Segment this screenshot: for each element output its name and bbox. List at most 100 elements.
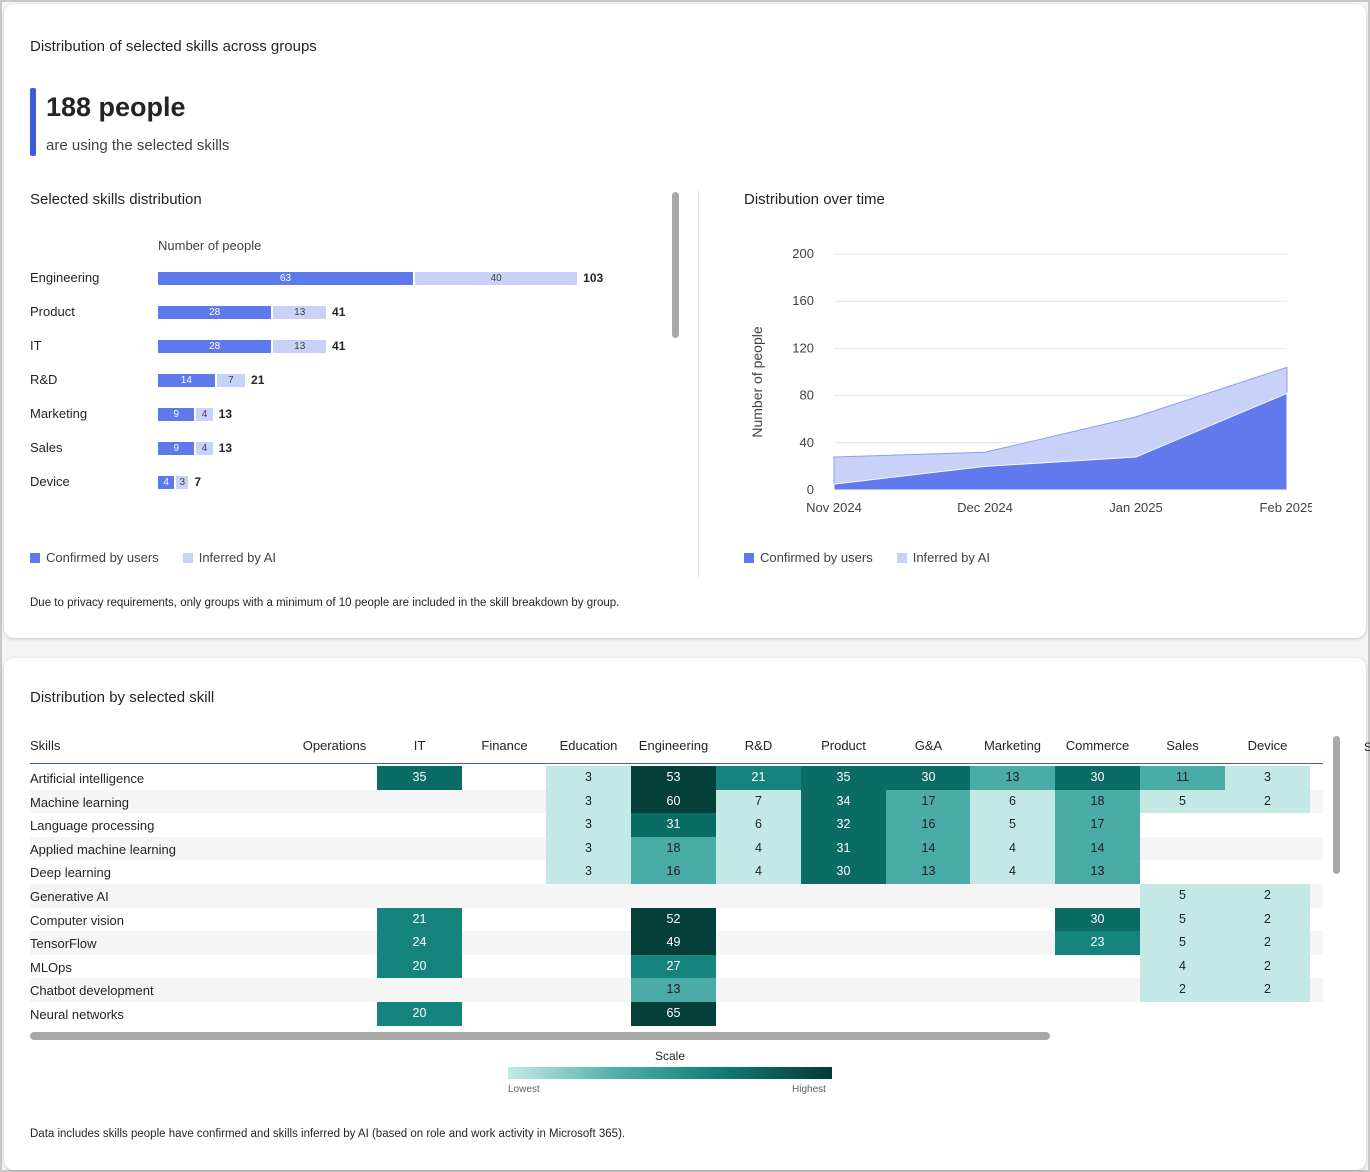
heat-cell[interactable]: 35 [801, 766, 886, 790]
heat-cell[interactable]: 13 [886, 860, 971, 884]
heat-cell[interactable]: 21 [716, 766, 801, 790]
heat-cell[interactable]: 4 [970, 860, 1055, 884]
bar-chart-scrollbar[interactable] [672, 192, 679, 338]
inferred-bar[interactable]: 4 [196, 408, 213, 421]
column-header[interactable]: Marketing [983, 738, 1042, 753]
heat-cell[interactable]: 35 [377, 766, 462, 790]
table-row[interactable]: Neural networks 20 65 [30, 1002, 1323, 1026]
column-header[interactable]: Commerce [1065, 738, 1130, 753]
column-header[interactable]: Product [821, 738, 866, 753]
heat-cell[interactable]: 2 [1225, 978, 1310, 1002]
heat-cell[interactable]: 2 [1225, 884, 1310, 908]
heat-cell[interactable]: 6 [970, 789, 1055, 814]
heat-cell[interactable]: 11 [1140, 766, 1225, 790]
heat-cell[interactable]: 20 [377, 1002, 462, 1026]
heat-cell[interactable]: 16 [631, 860, 716, 884]
heat-cell[interactable]: 5 [1140, 884, 1225, 908]
heat-cell[interactable]: 3 [546, 766, 631, 790]
heat-cell[interactable]: 34 [801, 789, 886, 814]
table-vertical-scrollbar[interactable] [1333, 736, 1340, 874]
heat-cell[interactable]: 18 [631, 836, 716, 861]
heat-cell[interactable]: 23 [1055, 931, 1140, 955]
table-row[interactable]: Machine learning 3 60 7 34 17 6 18 5 2 [30, 789, 1323, 814]
heat-cell[interactable]: 14 [886, 836, 971, 861]
confirmed-bar[interactable]: 4 [158, 476, 175, 489]
confirmed-bar[interactable]: 28 [158, 306, 272, 319]
table-row[interactable]: Generative AI 5 2 [30, 884, 1323, 908]
heat-cell[interactable]: 2 [1225, 954, 1310, 979]
table-row[interactable]: Artificial intelligence 35 3 53 21 35 30 13 30 11… [30, 766, 1323, 790]
heat-cell[interactable]: 24 [377, 931, 462, 955]
heat-cell[interactable]: 20 [377, 954, 462, 979]
heat-cell[interactable]: 14 [1055, 836, 1140, 861]
heat-cell[interactable]: 3 [546, 860, 631, 884]
inferred-bar[interactable]: 13 [273, 340, 327, 353]
heat-cell[interactable]: 16 [886, 813, 971, 837]
confirmed-bar[interactable]: 14 [158, 374, 215, 387]
confirmed-bar[interactable]: 63 [158, 272, 414, 285]
heat-cell[interactable]: 5 [1140, 931, 1225, 955]
confirmed-bar[interactable]: 9 [158, 408, 195, 421]
heat-cell[interactable]: 4 [716, 860, 801, 884]
heat-cell[interactable]: 5 [970, 813, 1055, 837]
heat-cell[interactable]: 30 [1055, 907, 1140, 932]
confirmed-bar[interactable]: 9 [158, 442, 195, 455]
table-row[interactable]: Applied machine learning 3 18 4 31 14 4 14 [30, 836, 1323, 861]
heat-cell[interactable]: 2 [1225, 907, 1310, 932]
table-row[interactable]: Deep learning 3 16 4 30 13 4 13 [30, 860, 1323, 884]
heat-cell[interactable]: 13 [631, 978, 716, 1002]
table-row[interactable]: Chatbot development 13 2 2 [30, 978, 1323, 1002]
column-header[interactable]: IT [413, 738, 426, 753]
heat-cell[interactable]: 2 [1225, 789, 1310, 814]
column-header-skills[interactable]: Skills [30, 738, 61, 753]
heat-cell[interactable]: 5 [1140, 907, 1225, 932]
heat-cell[interactable]: 52 [631, 907, 716, 932]
heat-cell[interactable]: 30 [1055, 766, 1140, 790]
heat-cell[interactable]: 3 [546, 789, 631, 814]
column-header[interactable]: Operations [302, 738, 367, 753]
heat-cell[interactable]: 32 [801, 813, 886, 837]
heat-cell[interactable]: 2 [1140, 978, 1225, 1002]
table-row[interactable]: Computer vision 21 52 30 5 2 [30, 907, 1323, 932]
heat-cell[interactable]: 3 [1225, 766, 1310, 790]
heat-cell[interactable]: 18 [1055, 789, 1140, 814]
heat-cell[interactable]: 13 [970, 766, 1055, 790]
column-header[interactable]: Finance [481, 738, 528, 753]
heat-cell[interactable]: 3 [546, 836, 631, 861]
heat-cell[interactable]: 6 [716, 813, 801, 837]
heat-cell[interactable]: 7 [716, 789, 801, 814]
column-header[interactable]: Education [559, 738, 618, 753]
inferred-bar[interactable]: 40 [415, 272, 578, 285]
table-row[interactable]: Language processing 3 31 6 32 16 5 17 [30, 813, 1323, 837]
heat-cell[interactable]: 2 [1225, 931, 1310, 955]
heat-cell[interactable]: 17 [886, 789, 971, 814]
column-header[interactable]: G&A [914, 738, 943, 753]
table-row[interactable]: MLOps 20 27 4 2 [30, 954, 1323, 979]
inferred-bar[interactable]: 13 [273, 306, 327, 319]
column-header[interactable]: Engineering [638, 738, 709, 753]
heat-cell[interactable]: 27 [631, 954, 716, 979]
heat-cell[interactable]: 21 [377, 907, 462, 932]
heat-cell[interactable]: 5 [1140, 789, 1225, 814]
inferred-bar[interactable]: 3 [176, 476, 189, 489]
heat-cell[interactable]: 3 [546, 813, 631, 837]
heat-cell[interactable]: 30 [886, 766, 971, 790]
column-header[interactable]: Device [1247, 738, 1288, 753]
heat-cell[interactable]: 30 [801, 860, 886, 884]
heat-cell[interactable]: 31 [801, 836, 886, 861]
heat-cell[interactable]: 31 [631, 813, 716, 837]
heat-cell[interactable]: 13 [1055, 860, 1140, 884]
table-horizontal-scrollbar[interactable] [30, 1032, 1050, 1040]
heat-cell[interactable]: 4 [716, 836, 801, 861]
heat-cell[interactable]: 4 [1140, 954, 1225, 979]
heat-cell[interactable]: 17 [1055, 813, 1140, 837]
column-header[interactable]: Sales [1166, 738, 1199, 753]
inferred-bar[interactable]: 7 [216, 374, 246, 387]
column-header[interactable]: R&D [744, 738, 773, 753]
inferred-bar[interactable]: 4 [196, 442, 213, 455]
table-row[interactable]: TensorFlow 24 49 23 5 2 [30, 931, 1323, 955]
heat-cell[interactable]: 60 [631, 789, 716, 814]
heat-cell[interactable]: 53 [631, 766, 716, 790]
heat-cell[interactable]: 65 [631, 1002, 716, 1026]
confirmed-bar[interactable]: 28 [158, 340, 272, 353]
